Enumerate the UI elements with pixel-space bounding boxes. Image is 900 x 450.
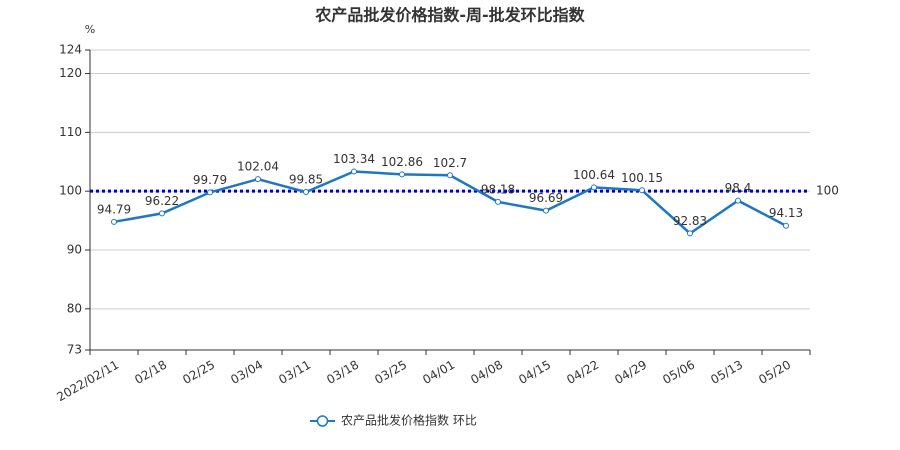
x-tick-label: 03/25 [372, 358, 409, 387]
y-tick-label: 73 [67, 343, 82, 357]
x-tick-label: 05/06 [660, 358, 697, 387]
y-tick-label: 120 [59, 66, 82, 80]
data-label: 102.7 [433, 156, 467, 170]
point [303, 189, 309, 196]
y-tick-label: 110 [59, 125, 82, 139]
point [687, 230, 693, 237]
x-tick-label: 04/15 [516, 358, 553, 387]
data-label: 102.04 [237, 160, 279, 174]
point [735, 197, 741, 204]
data-label: 99.79 [193, 173, 227, 187]
y-tick-label: 90 [67, 243, 82, 257]
point [543, 207, 549, 214]
data-label: 92.83 [673, 214, 707, 228]
legend-icon [316, 415, 329, 427]
y-unit: % [85, 23, 95, 36]
point [255, 176, 261, 183]
y-tick-label: 100 [59, 184, 82, 198]
x-tick-label: 04/22 [564, 358, 601, 387]
x-tick-label: 03/04 [228, 358, 265, 387]
data-label: 98.4 [725, 181, 752, 195]
data-label: 94.79 [97, 202, 131, 216]
point [639, 187, 645, 194]
point [351, 168, 357, 175]
point [159, 210, 165, 217]
data-label: 94.13 [769, 206, 803, 220]
y-tick-label: 80 [67, 301, 82, 315]
data-label: 103.34 [333, 152, 375, 166]
x-tick-label: 03/18 [324, 358, 361, 387]
point [783, 222, 789, 229]
y-tick-label: 124 [59, 43, 82, 57]
x-tick-label: 2022/02/11 [54, 358, 121, 405]
data-label: 100.15 [621, 171, 663, 185]
data-label: 102.86 [381, 155, 423, 169]
x-tick-label: 05/20 [756, 358, 793, 387]
chart-title: 农产品批发价格指数-周-批发环比指数 [314, 6, 585, 25]
x-tick-label: 05/13 [708, 358, 745, 387]
point [399, 171, 405, 178]
point [495, 198, 501, 205]
data-label: 99.85 [289, 173, 323, 187]
data-label: 100.64 [573, 168, 615, 182]
x-tick-label: 03/11 [276, 358, 313, 387]
x-tick-label: 04/08 [468, 358, 505, 387]
point [207, 189, 213, 196]
data-label: 96.69 [529, 191, 563, 205]
reference-label: 100 [816, 184, 839, 198]
legend-label: 农产品批发价格指数 环比 [341, 413, 477, 428]
x-tick-label: 02/18 [132, 358, 169, 387]
point [447, 172, 453, 179]
data-label: 98.18 [481, 182, 515, 196]
point [591, 184, 597, 191]
x-tick-label: 04/01 [420, 358, 457, 387]
x-tick-label: 02/25 [180, 358, 217, 387]
x-tick-label: 04/29 [612, 358, 649, 387]
data-label: 96.22 [145, 194, 179, 208]
point [111, 218, 117, 225]
